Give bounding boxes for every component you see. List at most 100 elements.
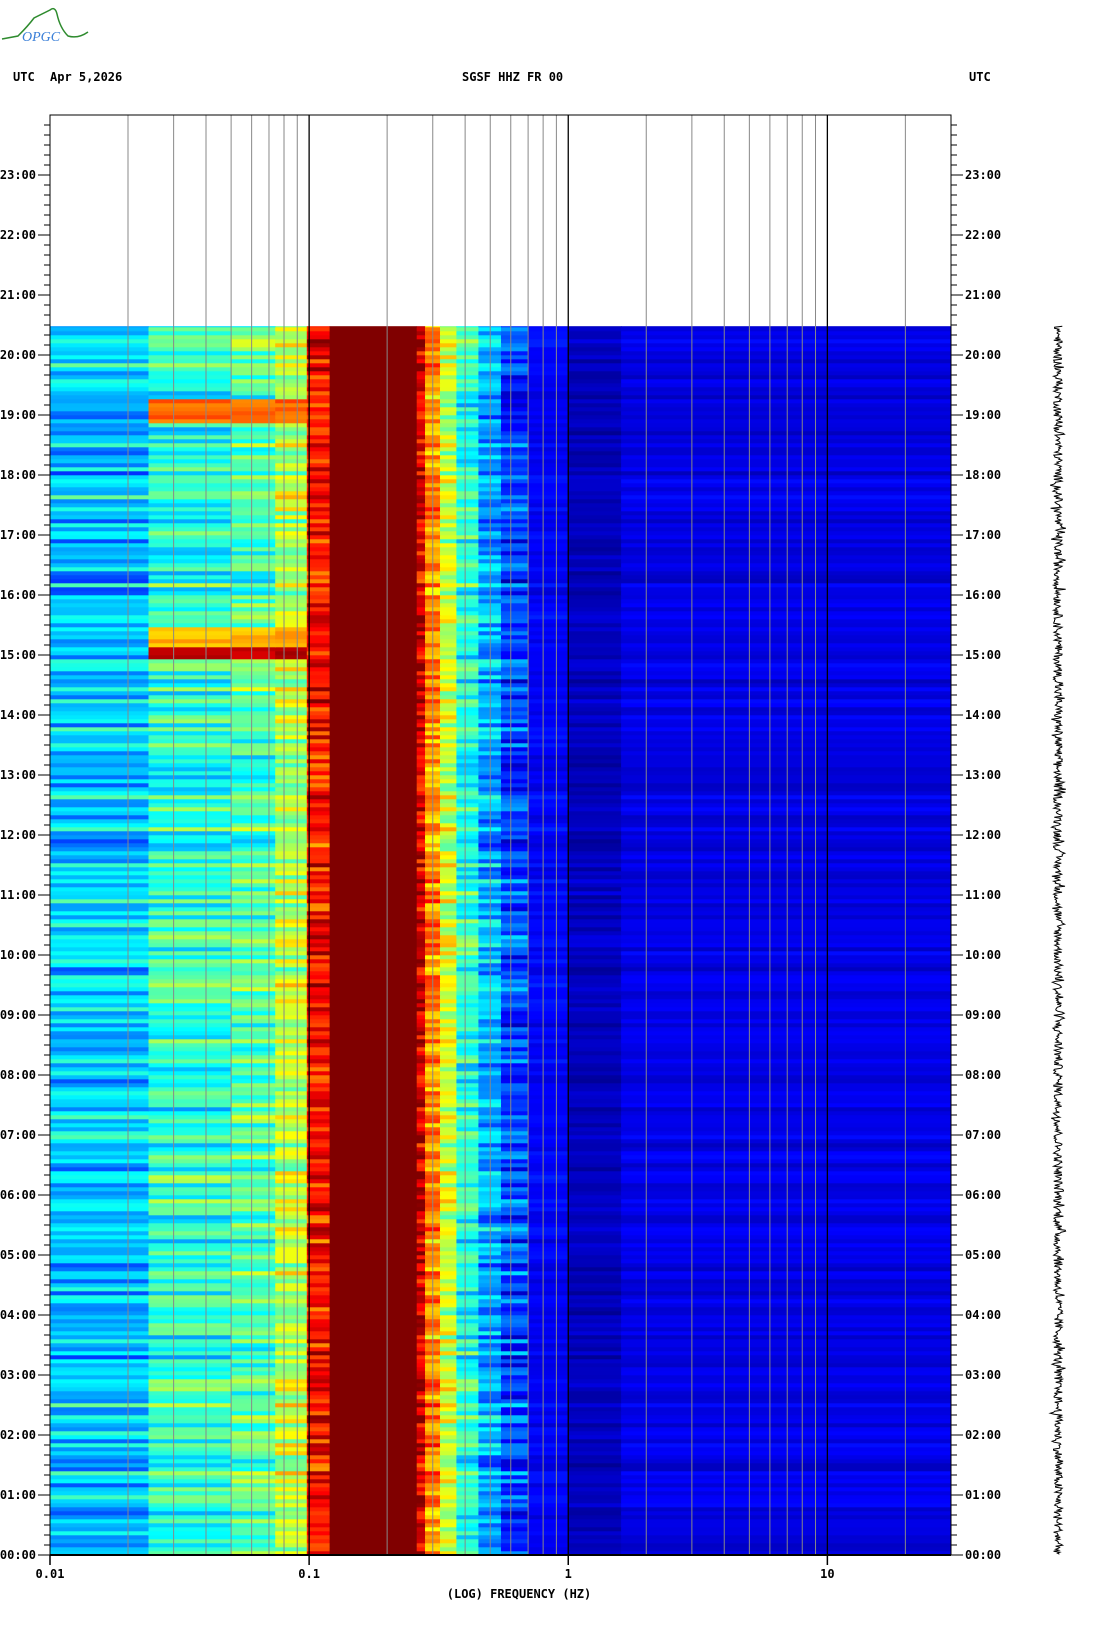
spectrogram-cell xyxy=(231,611,276,616)
spectrogram-cell xyxy=(528,467,569,472)
spectrogram-cell xyxy=(568,999,622,1004)
spectrogram-cell xyxy=(440,1307,457,1312)
spectrogram-cell xyxy=(440,1491,457,1496)
spectrogram-cell xyxy=(275,495,308,500)
spectrogram-cell xyxy=(416,979,426,984)
spectrogram-cell xyxy=(275,1259,308,1264)
spectrogram-cell xyxy=(306,1143,331,1148)
spectrogram-cell xyxy=(275,863,308,868)
spectrogram-cell xyxy=(275,627,308,632)
spectrogram-cell xyxy=(416,1351,426,1356)
spectrogram-cell xyxy=(306,615,331,620)
spectrogram-cell xyxy=(456,947,479,952)
spectrogram-cell xyxy=(329,1315,418,1320)
spectrogram-cell xyxy=(621,1331,952,1336)
spectrogram-cell xyxy=(440,1355,457,1360)
spectrogram-cell xyxy=(528,991,569,996)
spectrogram-cell xyxy=(231,863,276,868)
spectrogram-cell xyxy=(50,835,149,840)
spectrogram-cell xyxy=(50,715,149,720)
spectrogram-cell xyxy=(456,1491,479,1496)
spectrogram-cell xyxy=(231,1435,276,1440)
spectrogram-cell xyxy=(231,811,276,816)
spectrogram-cell xyxy=(306,1487,331,1492)
spectrogram-cell xyxy=(329,479,418,484)
spectrogram-cell xyxy=(50,1279,149,1284)
spectrogram-cell xyxy=(568,1447,622,1452)
right-time-label: 15:00 xyxy=(965,648,1001,662)
spectrogram-cell xyxy=(329,1227,418,1232)
spectrogram-cell xyxy=(568,1007,622,1012)
spectrogram-cell xyxy=(440,335,457,340)
spectrogram-cell xyxy=(416,791,426,796)
spectrogram-cell xyxy=(501,1247,529,1252)
spectrogram-cell xyxy=(528,1307,569,1312)
spectrogram-cell xyxy=(275,1491,308,1496)
spectrogram-cell xyxy=(231,1283,276,1288)
spectrogram-cell xyxy=(456,815,479,820)
spectrogram-cell xyxy=(501,1347,529,1352)
spectrogram-cell xyxy=(329,415,418,420)
spectrogram-cell xyxy=(275,943,308,948)
spectrogram-cell xyxy=(456,1067,479,1072)
spectrogram-cell xyxy=(621,1299,952,1304)
spectrogram-cell xyxy=(501,555,529,560)
spectrogram-cell xyxy=(329,551,418,556)
spectrogram-cell xyxy=(440,375,457,380)
spectrogram-cell xyxy=(416,503,426,508)
spectrogram-cell xyxy=(440,326,457,328)
spectrogram-cell xyxy=(621,1315,952,1320)
spectrogram-cell xyxy=(501,1311,529,1316)
spectrogram-cell xyxy=(568,663,622,668)
spectrogram-cell xyxy=(148,387,232,392)
spectrogram-cell xyxy=(501,667,529,672)
spectrogram-cell xyxy=(568,339,622,344)
spectrogram-cell xyxy=(50,759,149,764)
spectrogram-cell xyxy=(416,1403,426,1408)
spectrogram-cell xyxy=(501,1423,529,1428)
spectrogram-cell xyxy=(50,519,149,524)
spectrogram-cell xyxy=(50,619,149,624)
spectrogram-cell xyxy=(440,767,457,772)
spectrogram-cell xyxy=(50,871,149,876)
spectrogram-cell xyxy=(416,1359,426,1364)
spectrogram-cell xyxy=(50,963,149,968)
spectrogram-cell xyxy=(275,1083,308,1088)
spectrogram-cell xyxy=(148,939,232,944)
spectrogram-cell xyxy=(568,583,622,588)
spectrogram-cell xyxy=(440,351,457,356)
spectrogram-cell xyxy=(528,1531,569,1536)
spectrogram-cell xyxy=(416,1471,426,1476)
spectrogram-cell xyxy=(456,899,479,904)
spectrogram-cell xyxy=(456,887,479,892)
spectrogram-cell xyxy=(501,1455,529,1460)
spectrogram-cell xyxy=(306,423,331,428)
spectrogram-cell xyxy=(306,835,331,840)
spectrogram-cell xyxy=(148,1287,232,1292)
spectrogram-cell xyxy=(275,907,308,912)
spectrogram-cell xyxy=(231,1151,276,1156)
spectrogram-cell xyxy=(416,1207,426,1212)
spectrogram-cell xyxy=(440,1451,457,1456)
spectrogram-cell xyxy=(329,1347,418,1352)
spectrogram-cell xyxy=(528,839,569,844)
spectrogram-cell xyxy=(148,1295,232,1300)
spectrogram-cell xyxy=(148,1031,232,1036)
spectrogram-cell xyxy=(528,1203,569,1208)
spectrogram-cell xyxy=(306,939,331,944)
spectrogram-cell xyxy=(329,1291,418,1296)
spectrogram-cell xyxy=(501,1435,529,1440)
spectrogram-cell xyxy=(275,743,308,748)
spectrogram-cell xyxy=(306,871,331,876)
spectrogram-cell xyxy=(528,471,569,476)
spectrogram-cell xyxy=(528,795,569,800)
spectrogram-cell xyxy=(568,487,622,492)
spectrogram-cell xyxy=(275,843,308,848)
spectrogram-cell xyxy=(231,1547,276,1552)
spectrogram-cell xyxy=(456,907,479,912)
spectrogram-cell xyxy=(456,875,479,880)
spectrogram-cell xyxy=(148,699,232,704)
spectrogram-cell xyxy=(440,443,457,448)
spectrogram-cell xyxy=(306,1307,331,1312)
spectrogram-cell xyxy=(50,927,149,932)
